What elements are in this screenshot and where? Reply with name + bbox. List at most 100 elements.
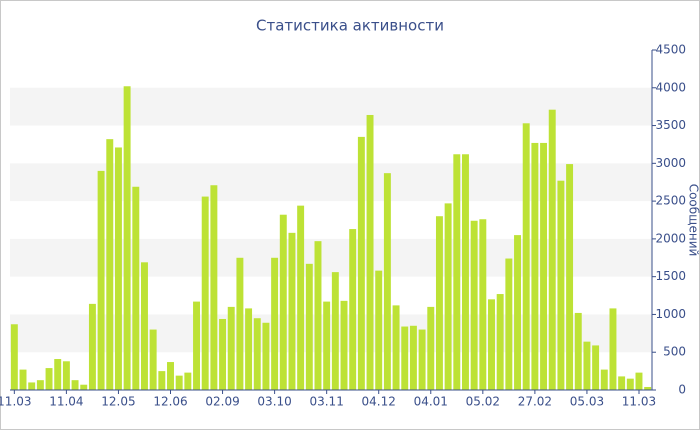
bar: [54, 359, 62, 390]
y-tick-label: 3500: [655, 118, 686, 132]
bar: [357, 136, 365, 390]
bar: [522, 123, 530, 391]
y-tick-label: 2500: [655, 194, 686, 208]
bar: [444, 203, 452, 390]
bar: [600, 369, 608, 390]
bar: [531, 142, 539, 390]
bar: [366, 114, 374, 390]
x-tick-label: 12.05: [101, 395, 135, 409]
chart-title: Статистика активности: [256, 17, 444, 35]
bar: [201, 196, 209, 390]
x-tick-label: 05.03: [570, 395, 604, 409]
x-tick-label: 03.11: [309, 395, 343, 409]
x-tick-label: 11.03: [622, 395, 656, 409]
bar: [505, 258, 513, 390]
bar: [123, 86, 131, 391]
x-tick-label: 11.04: [49, 395, 83, 409]
bar: [609, 308, 617, 390]
bar: [167, 362, 174, 390]
bar: [557, 180, 565, 390]
bar: [435, 216, 443, 390]
bar: [184, 372, 192, 390]
y-tick-label: 4500: [655, 43, 686, 57]
bar: [626, 378, 634, 390]
bar: [288, 232, 296, 390]
bar: [236, 257, 244, 390]
bar: [635, 372, 643, 390]
bar: [618, 376, 626, 390]
bar: [488, 299, 495, 390]
bar: [88, 303, 96, 390]
bar: [462, 154, 469, 390]
bar: [10, 324, 18, 390]
y-tick-label: 4000: [655, 80, 686, 94]
bar: [271, 257, 279, 390]
bar: [323, 301, 331, 390]
bar: [158, 371, 166, 390]
bar: [175, 375, 183, 390]
bar: [314, 241, 322, 390]
bar: [349, 229, 357, 390]
bar: [149, 329, 157, 390]
bar: [193, 301, 200, 390]
bar: [114, 147, 122, 390]
bar: [566, 164, 574, 390]
bar: [548, 109, 556, 390]
bar: [514, 235, 521, 390]
bar: [644, 386, 652, 390]
y-tick-label: 0: [678, 383, 686, 397]
bar: [279, 214, 287, 390]
bar: [219, 318, 227, 390]
bar: [210, 185, 218, 390]
bar: [427, 306, 435, 390]
x-tick-label: 12.06: [153, 395, 187, 409]
grid-band: [10, 87, 652, 126]
bar: [401, 326, 409, 390]
bar: [479, 219, 487, 390]
bar: [340, 300, 348, 390]
bar: [574, 312, 582, 390]
x-tick-label: 05.02: [466, 395, 500, 409]
bar: [592, 345, 600, 390]
y-tick-label: 1000: [655, 307, 686, 321]
bar: [28, 382, 36, 390]
bar: [583, 341, 591, 390]
bar: [227, 306, 235, 390]
bar: [106, 139, 114, 390]
x-tick-label: 04.12: [362, 395, 396, 409]
bar: [62, 361, 70, 390]
y-tick-label: 1500: [655, 269, 686, 283]
bar: [392, 305, 400, 390]
y-tick-label: 3000: [655, 156, 686, 170]
bar: [80, 384, 88, 390]
bar: [71, 380, 79, 390]
bar: [19, 369, 27, 390]
x-tick-label: 02.09: [205, 395, 239, 409]
bar: [305, 263, 313, 390]
bar: [141, 262, 148, 390]
bar: [453, 154, 461, 390]
bar: [409, 325, 417, 390]
bar: [97, 170, 105, 390]
bar: [245, 308, 253, 390]
bar: [375, 270, 383, 390]
bar: [418, 329, 426, 390]
bar: [297, 205, 305, 390]
bar: [540, 142, 548, 390]
x-tick-label: 27.02: [518, 395, 552, 409]
bar: [45, 368, 53, 390]
bar: [262, 322, 270, 390]
bar: [132, 186, 140, 390]
x-tick-label: 04.01: [414, 395, 448, 409]
bar: [36, 380, 44, 390]
x-tick-label: 03.10: [257, 395, 291, 409]
bar: [470, 220, 478, 390]
bar: [331, 272, 339, 390]
bar: [496, 294, 504, 390]
y-axis-label: Сообщений: [687, 184, 700, 257]
bar: [253, 318, 261, 390]
x-tick-label: 11.03: [0, 395, 32, 409]
y-tick-label: 500: [663, 345, 686, 359]
y-tick-label: 2000: [655, 231, 686, 245]
